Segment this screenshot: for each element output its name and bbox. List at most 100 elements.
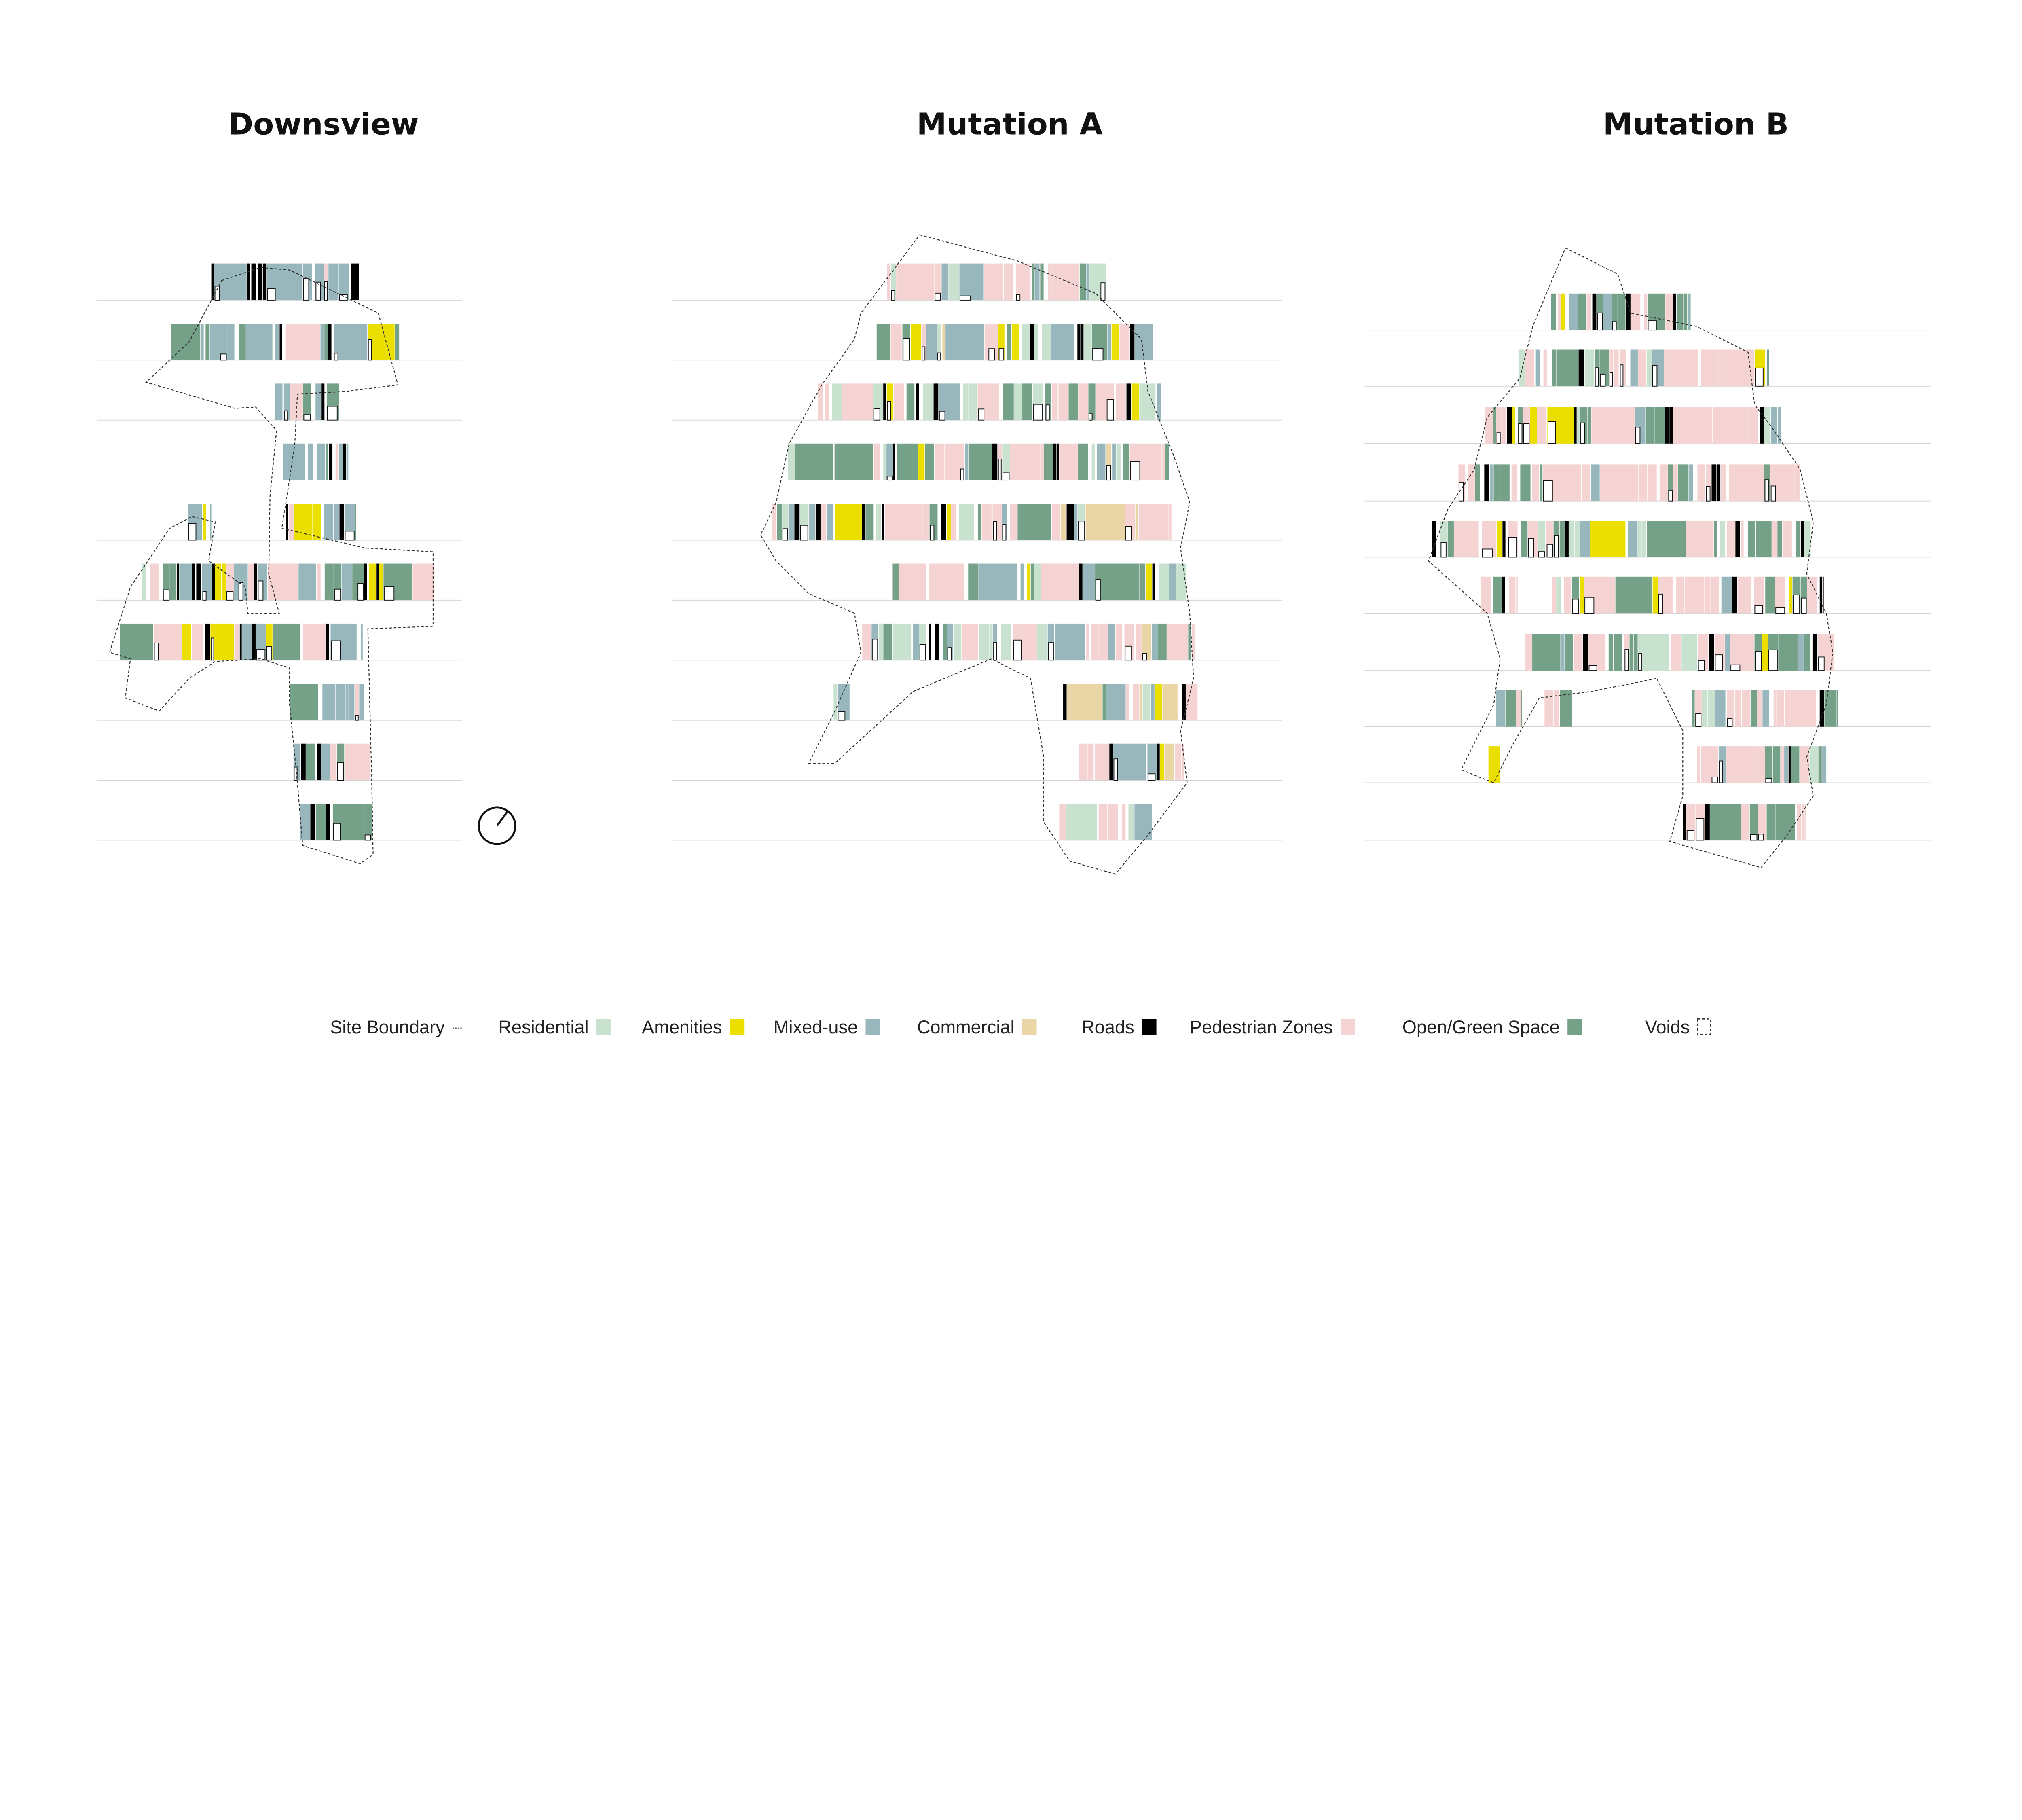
landuse-bar-roads <box>1157 743 1160 781</box>
landuse-bar-roads <box>1432 521 1436 557</box>
landuse-bar-roads <box>351 263 355 300</box>
void-block <box>1078 521 1085 541</box>
landuse-bar-mixed <box>1055 623 1085 660</box>
void-block <box>1793 594 1800 614</box>
landuse-bar-mixed <box>926 323 937 360</box>
landuse-bar-roads <box>1812 634 1818 671</box>
landuse-bar-roads <box>1126 383 1131 420</box>
void-block <box>337 762 344 781</box>
landuse-bar-residential <box>1641 521 1646 557</box>
landuse-bar-pedestrian <box>1754 576 1764 614</box>
landuse-bar-mixed <box>809 504 815 540</box>
landuse-bar-green <box>1560 521 1565 557</box>
void-block <box>1727 718 1733 727</box>
landuse-bar-residential <box>1681 634 1698 671</box>
north-arrow-icon <box>478 806 516 845</box>
landuse-bar-pedestrian <box>1010 504 1017 540</box>
landuse-bar-pedestrian <box>1133 684 1139 720</box>
landuse-bar-mixed <box>220 323 227 360</box>
landuse-bar-green <box>1017 504 1051 540</box>
landuse-bar-residential <box>959 504 974 540</box>
landuse-bar-residential <box>949 263 959 300</box>
landuse-bar-pedestrian <box>1543 349 1547 386</box>
void-block <box>1765 778 1772 783</box>
landuse-bar-mixed <box>1108 623 1115 660</box>
landuse-bar-roads <box>1484 464 1489 501</box>
landuse-bar-green <box>777 504 782 540</box>
landuse-bar-pedestrian <box>1512 576 1516 614</box>
landuse-bar-roads <box>1732 576 1737 614</box>
landuse-bar-roads <box>211 263 214 300</box>
landuse-bar-residential <box>1142 684 1151 720</box>
landuse-bar-green <box>1557 349 1578 386</box>
landuse-bar-pedestrian <box>1010 443 1040 480</box>
panel-mutation-b <box>1364 247 1931 868</box>
landuse-bar-pedestrian <box>1525 349 1534 386</box>
void-block <box>1508 537 1518 558</box>
void-block <box>1546 544 1553 558</box>
void-block <box>800 525 808 541</box>
landuse-bar-mixed <box>941 263 949 300</box>
void-block <box>1775 607 1785 614</box>
landuse-bar-pedestrian <box>934 263 941 300</box>
landuse-bar-pedestrian <box>234 623 239 660</box>
panel-title-downsview: Downsview <box>228 107 419 142</box>
landuse-bar-pedestrian <box>226 563 234 600</box>
landuse-bar-green <box>925 443 935 480</box>
landuse-bar-residential <box>953 623 962 660</box>
landuse-bar-commercial <box>1135 504 1138 540</box>
landuse-bar-green <box>324 323 328 360</box>
landuse-bar-mixed <box>358 323 368 360</box>
landuse-bar-pedestrian <box>1078 383 1085 420</box>
landuse-bar-pedestrian <box>984 263 1003 300</box>
landuse-bar-roads <box>1574 407 1577 444</box>
landuse-bar-pedestrian <box>1586 293 1591 330</box>
landuse-bar-residential <box>1037 623 1047 660</box>
legend-item-voids: Voids <box>1645 1017 1711 1037</box>
void-block <box>930 525 935 541</box>
landuse-bar-mixed <box>1603 293 1612 330</box>
void-block <box>1496 432 1501 444</box>
landuse-bar-roads <box>286 504 288 540</box>
landuse-bar-green <box>364 804 372 840</box>
landuse-bar-pedestrian <box>1673 407 1712 444</box>
roads-swatch <box>1142 1019 1157 1035</box>
void-block <box>1572 599 1579 614</box>
landuse-bar-pedestrian <box>893 383 897 420</box>
landuse-bar-roads <box>239 623 242 660</box>
landuse-bar-roads <box>1066 504 1070 540</box>
landuse-bar-mixed <box>1035 263 1040 300</box>
void-block <box>993 521 997 541</box>
landuse-bar-green <box>1165 443 1169 480</box>
landuse-bar-pedestrian <box>288 504 294 540</box>
landuse-bar-pedestrian <box>1052 383 1058 420</box>
void-block <box>1754 605 1763 614</box>
landuse-bar-pedestrian <box>887 263 890 300</box>
void-block <box>1523 423 1530 444</box>
landuse-bar-pedestrian <box>1182 743 1185 781</box>
landuse-bar-pedestrian <box>1700 349 1718 386</box>
landuse-bar-residential <box>1569 521 1575 557</box>
landuse-bar-residential <box>1014 383 1022 420</box>
landuse-bar-pedestrian <box>1167 623 1188 660</box>
landuse-bar-mixed <box>1107 323 1111 360</box>
landuse-bar-roads <box>205 623 210 660</box>
landuse-bar-pedestrian <box>1135 623 1142 660</box>
landuse-bar-amenities <box>1488 746 1500 783</box>
landuse-bar-residential <box>1538 521 1546 557</box>
void-block <box>1696 818 1705 841</box>
landuse-bar-green <box>1748 521 1756 557</box>
landuse-bar-pedestrian <box>1726 521 1735 557</box>
landuse-bar-green <box>977 504 981 540</box>
landuse-bar-pedestrian <box>1802 804 1805 840</box>
landuse-bar-green <box>1714 521 1717 557</box>
landuse-bar-green <box>1608 634 1613 671</box>
landuse-bar-pedestrian <box>923 504 929 540</box>
landuse-bar-green <box>1692 690 1695 727</box>
void-block <box>1538 551 1545 558</box>
landuse-bar-mixed <box>1561 634 1565 671</box>
landuse-bar-pedestrian <box>862 623 871 660</box>
landuse-bar-amenities <box>210 623 234 660</box>
landuse-bar-mixed <box>298 563 306 600</box>
void-block <box>1543 480 1553 502</box>
